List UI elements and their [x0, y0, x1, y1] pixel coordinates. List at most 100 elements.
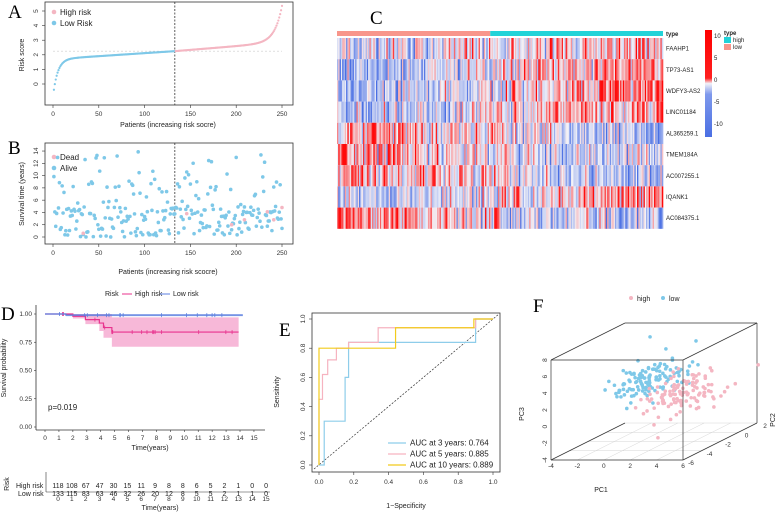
alive-point: [251, 208, 256, 213]
heatmap-cell: [482, 207, 485, 229]
alive-point: [134, 233, 139, 238]
heatmap-cell: [477, 144, 479, 166]
alive-point: [98, 234, 103, 238]
heatmap-cell: [474, 207, 477, 229]
alive-point: [163, 208, 168, 213]
heatmap-cell: [630, 122, 633, 144]
heatmap-cell: [614, 186, 617, 208]
x-tick-label: 13: [222, 435, 230, 442]
y-tick-label: 6: [542, 374, 549, 378]
heatmap-cell: [378, 186, 381, 208]
heatmap-cell: [588, 186, 591, 208]
heatmap-cell: [346, 101, 348, 123]
heatmap-cell: [366, 144, 369, 166]
heatmap-cell: [444, 59, 447, 81]
heatmap-cell: [529, 207, 531, 229]
heatmap-cell: [346, 59, 348, 81]
heatmap-cell: [456, 144, 459, 166]
heatmap-cell: [605, 207, 608, 229]
y-tick-label: 1.00: [19, 311, 32, 318]
heatmap-cell: [395, 101, 398, 123]
heatmap-cell: [416, 80, 418, 102]
heatmap-cell: [468, 144, 470, 166]
heatmap-cell: [347, 122, 349, 144]
heatmap-cell: [659, 38, 661, 60]
heatmap-cell: [409, 59, 412, 81]
heatmap-cell: [475, 207, 478, 229]
heatmap-cell: [361, 165, 364, 187]
alive-point: [157, 186, 162, 191]
heatmap-cell: [517, 207, 520, 229]
heatmap-cell: [396, 122, 399, 144]
heatmap-cell: [617, 122, 620, 144]
heatmap-cell: [462, 207, 465, 229]
alive-point: [222, 232, 227, 237]
heatmap-cell: [556, 144, 559, 166]
heatmap-cell: [533, 38, 535, 60]
x-tick-label: 9: [169, 435, 173, 442]
heatmap-cell: [460, 144, 462, 166]
heatmap-cell: [414, 80, 417, 102]
heatmap-cell: [431, 38, 434, 60]
heatmap-cell: [379, 101, 382, 123]
heatmap-cell: [447, 80, 449, 102]
heatmap-cell: [546, 144, 548, 166]
heatmap-cell: [505, 186, 508, 208]
heatmap-cell: [433, 144, 435, 166]
heatmap-cell: [531, 38, 534, 60]
heatmap-cell: [625, 186, 627, 208]
heatmap-cell: [552, 80, 555, 102]
heatmap-cell: [642, 101, 644, 123]
heatmap-cell: [438, 59, 440, 81]
heatmap-cell: [574, 186, 577, 208]
heatmap-cell: [556, 207, 559, 229]
alive-point: [226, 224, 230, 228]
x-tick-label: 1: [57, 435, 61, 442]
heatmap-cell: [559, 186, 561, 208]
heatmap-cell: [626, 186, 629, 208]
heatmap-cell: [490, 38, 492, 60]
box-edge: [682, 322, 758, 361]
heatmap-cell: [377, 165, 379, 187]
heatmap-cell: [404, 122, 407, 144]
alive-point: [73, 209, 77, 213]
risk-score-plot: Patients (increasing risk socre) Risk sc…: [19, 1, 294, 129]
heatmap-cell: [416, 101, 418, 123]
heatmap-cell: [386, 80, 388, 102]
alive-point: [149, 181, 153, 186]
heatmap-cell: [456, 38, 459, 60]
heatmap-cell: [605, 38, 608, 60]
heatmap-cell: [647, 59, 650, 81]
heatmap-cell: [540, 80, 543, 102]
x-tick-label: 0: [43, 435, 47, 442]
heatmap-cell: [539, 38, 542, 60]
heatmap-cell: [451, 165, 453, 187]
z-axis-label: PC2: [770, 413, 777, 427]
heatmap-cell: [542, 80, 544, 102]
heatmap-cell: [461, 80, 464, 102]
heatmap-cell: [527, 80, 530, 102]
heatmap-cell: [592, 186, 595, 208]
alive-point: [57, 180, 62, 185]
heatmap-cell: [388, 59, 391, 81]
heatmap-cell: [561, 38, 564, 60]
heatmap-cell: [500, 207, 503, 229]
heatmap-cell: [547, 80, 550, 102]
heatmap-cell: [624, 144, 626, 166]
heatmap-cell: [553, 101, 556, 123]
heatmap-cell: [416, 59, 418, 81]
high-point: [661, 393, 665, 398]
heatmap-cell: [452, 122, 455, 144]
heatmap-cell: [391, 38, 394, 60]
heatmap-cell: [579, 207, 582, 229]
heatmap-cell: [600, 144, 603, 166]
alive-point: [241, 209, 246, 214]
heatmap-cell: [408, 144, 411, 166]
low-point: [629, 401, 633, 405]
heatmap-cell: [511, 59, 513, 81]
heatmap-cell: [624, 122, 626, 144]
high-point: [695, 379, 699, 383]
alive-point: [262, 160, 267, 165]
heatmap-cell: [435, 80, 438, 102]
heatmap-cell: [378, 122, 381, 144]
